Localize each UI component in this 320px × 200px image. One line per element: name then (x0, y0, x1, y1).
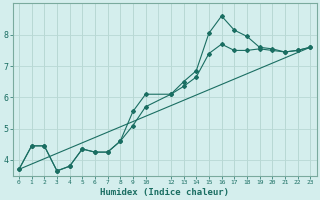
X-axis label: Humidex (Indice chaleur): Humidex (Indice chaleur) (100, 188, 229, 197)
